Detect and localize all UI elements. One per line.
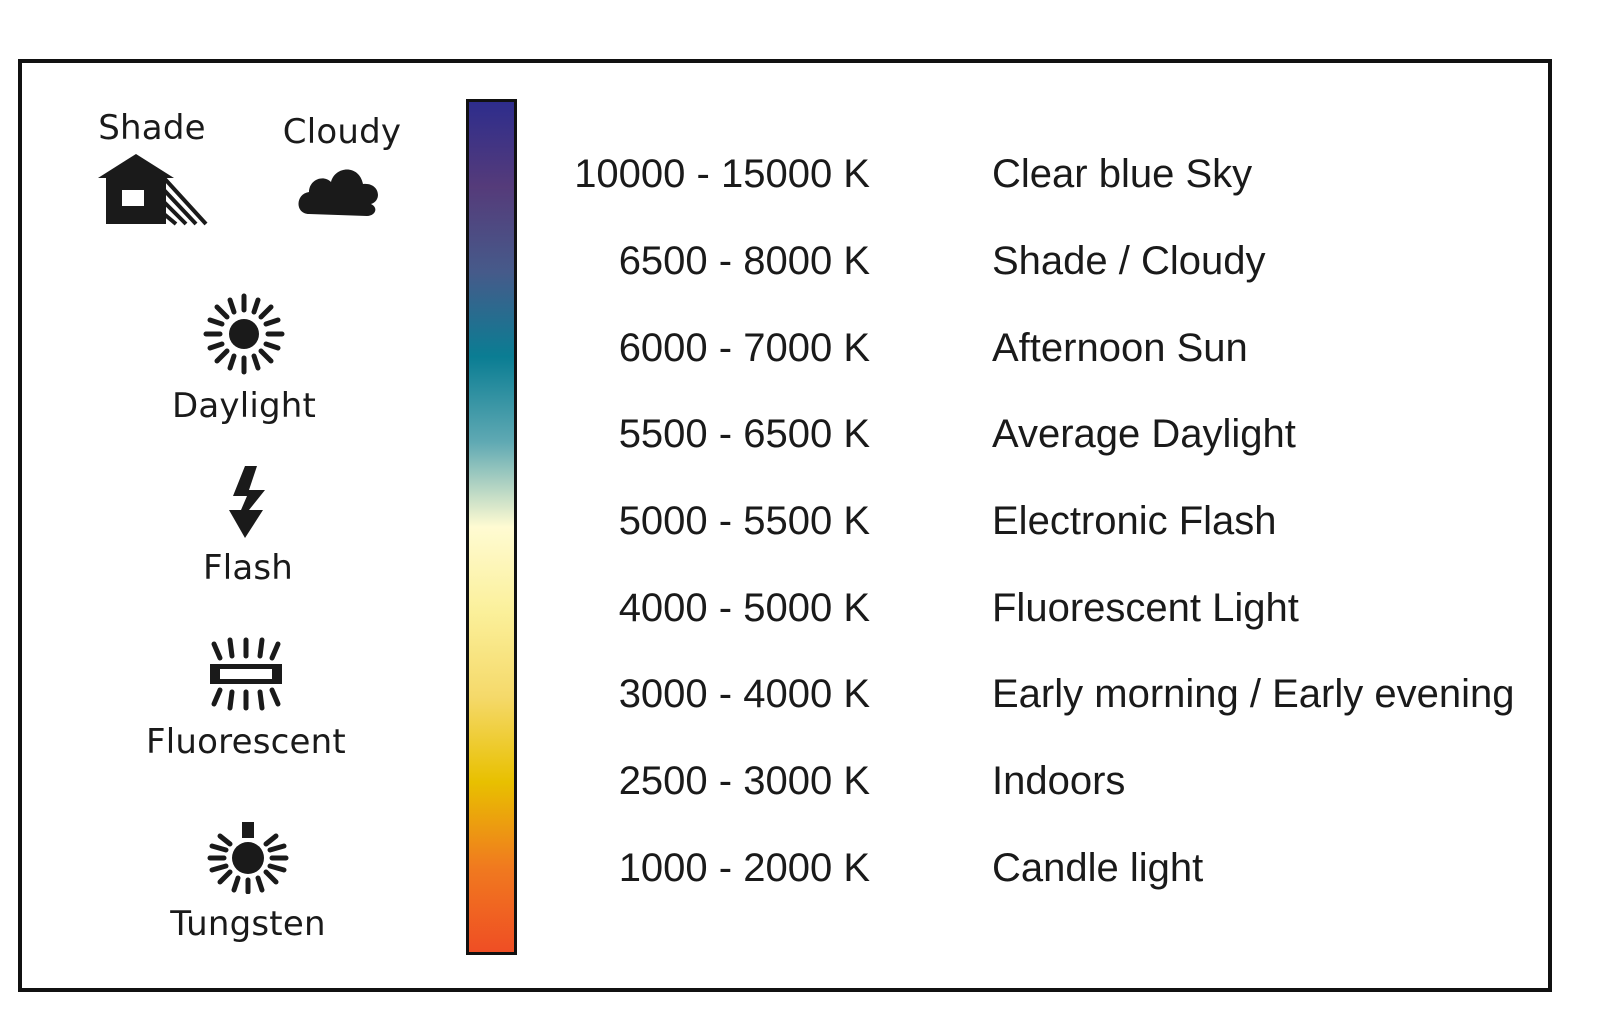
light-source-description: Fluorescent Light: [992, 586, 1299, 630]
daylight-block: Daylight: [172, 292, 316, 426]
house-shade-icon: [98, 154, 208, 226]
daylight-label: Daylight: [172, 386, 317, 426]
flash-label: Flash: [202, 548, 294, 588]
kelvin-range: 5500 - 6500 K: [618, 412, 870, 456]
cloudy-label: Cloudy: [282, 112, 402, 152]
temperature-row: 1000 - 2000 K Candle light: [0, 838, 1600, 898]
temperature-row: 3000 - 4000 K Early morning / Early even…: [0, 664, 1600, 724]
kelvin-range: 5000 - 5500 K: [618, 499, 870, 543]
cloudy-block: Cloudy: [280, 112, 404, 222]
temperature-row: 6000 - 7000 K Afternoon Sun: [0, 318, 1600, 378]
light-source-description: Indoors: [992, 759, 1126, 803]
light-bulb-icon: [207, 822, 289, 894]
kelvin-range: 6500 - 8000 K: [618, 239, 870, 283]
kelvin-range: 6000 - 7000 K: [618, 326, 870, 370]
lightning-bolt-icon: [229, 466, 265, 538]
kelvin-range: 2500 - 3000 K: [618, 759, 870, 803]
temperature-row: 10000 - 15000 K Clear blue Sky: [0, 144, 1600, 204]
shade-block: Shade: [90, 108, 214, 228]
cloud-icon: [298, 169, 378, 216]
fluorescent-label: Fluorescent: [146, 722, 346, 762]
light-source-description: Candle light: [992, 846, 1204, 890]
fluorescent-block: Fluorescent: [146, 636, 346, 762]
kelvin-range: 4000 - 5000 K: [618, 586, 870, 630]
temperature-row: 5500 - 6500 K Average Daylight: [0, 404, 1600, 464]
light-source-description: Early morning / Early evening: [992, 672, 1515, 716]
flash-block: Flash: [188, 464, 308, 588]
temperature-row: 5000 - 5500 K Electronic Flash: [0, 491, 1600, 551]
fluorescent-tube-icon: [210, 637, 282, 711]
temperature-row: 6500 - 8000 K Shade / Cloudy: [0, 231, 1600, 291]
shade-label: Shade: [98, 108, 206, 148]
diagram-frame: [18, 59, 1552, 992]
light-source-description: Afternoon Sun: [992, 326, 1248, 370]
light-source-description: Average Daylight: [992, 412, 1296, 456]
light-source-description: Electronic Flash: [992, 499, 1277, 543]
kelvin-range: 1000 - 2000 K: [618, 846, 870, 890]
tungsten-label: Tungsten: [170, 904, 326, 944]
kelvin-range: 3000 - 4000 K: [618, 672, 870, 716]
color-temperature-bar: [466, 99, 517, 955]
temperature-row: 2500 - 3000 K Indoors: [0, 751, 1600, 811]
light-source-description: Clear blue Sky: [992, 152, 1253, 196]
tungsten-block: Tungsten: [170, 818, 326, 944]
temperature-row: 4000 - 5000 K Fluorescent Light: [0, 578, 1600, 638]
sun-icon: [203, 293, 285, 375]
light-source-description: Shade / Cloudy: [992, 239, 1266, 283]
kelvin-range: 10000 - 15000 K: [574, 152, 870, 196]
